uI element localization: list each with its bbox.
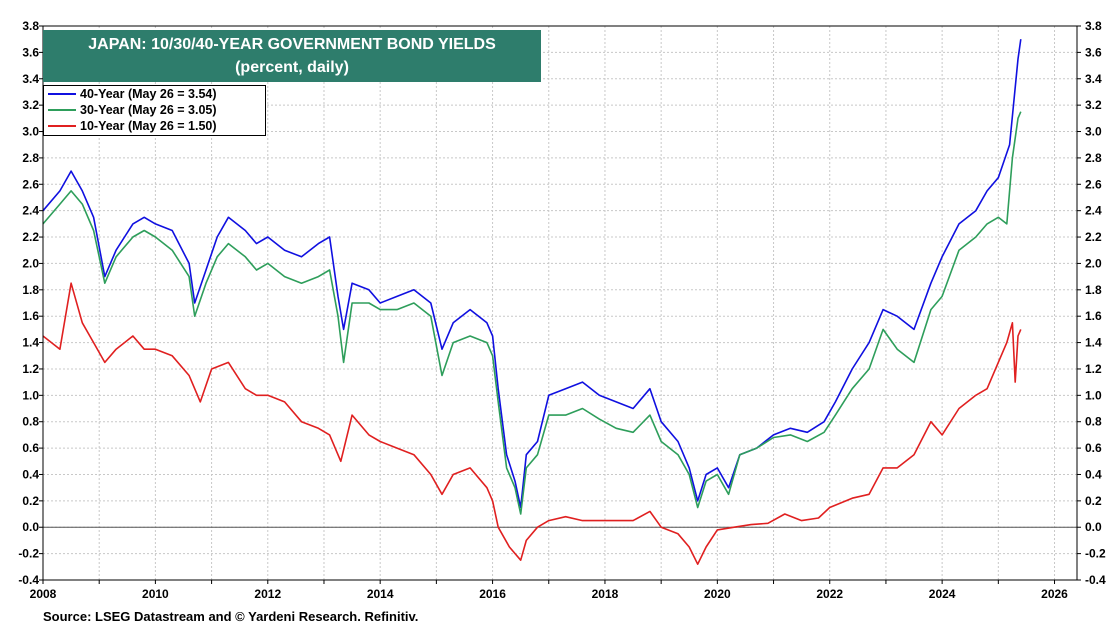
legend-swatch-10-year <box>48 125 76 127</box>
series-line-2 <box>42 282 1022 565</box>
y-tick-label-right: 0.0 <box>1085 520 1102 534</box>
y-tick-label-right: 0.8 <box>1085 415 1102 429</box>
legend-swatch-40-year <box>48 93 76 95</box>
y-tick-label-right: 3.0 <box>1085 125 1102 139</box>
y-tick-label-left: 2.6 <box>22 177 39 191</box>
x-tick-label: 2012 <box>254 587 281 601</box>
y-tick-label-right: 0.4 <box>1085 467 1102 481</box>
y-tick-label-left: 3.8 <box>22 19 39 33</box>
y-tick-label-left: 1.2 <box>22 362 39 376</box>
y-tick-label-left: 0.4 <box>22 467 39 481</box>
y-tick-label-left: 1.8 <box>22 283 39 297</box>
y-axis-left-ticks: -0.4 -0.2 0.0 0.2 0.4 0.6 0.8 1.0 1.2 1.4 1.6 1.8 2.… <box>18 19 43 587</box>
y-tick-label-right: 3.8 <box>1085 19 1102 33</box>
series-line-0 <box>42 39 1022 509</box>
y-tick-label-left: 0.2 <box>22 494 39 508</box>
legend: 40-Year (May 26 = 3.54) 30-Year (May 26 … <box>43 85 266 136</box>
y-tick-label-right: 1.4 <box>1085 336 1102 350</box>
legend-label-30-year: 30-Year (May 26 = 3.05) <box>80 103 217 117</box>
x-tick-label: 2016 <box>479 587 506 601</box>
x-tick-label: 2026 <box>1041 587 1068 601</box>
y-tick-label-left: 1.4 <box>22 336 39 350</box>
y-tick-label-left: 0.6 <box>22 441 39 455</box>
x-tick-label: 2022 <box>816 587 843 601</box>
y-tick-label-left: 1.0 <box>22 388 39 402</box>
y-tick-label-left: 1.6 <box>22 309 39 323</box>
y-axis-right-ticks: -0.4 -0.2 0.0 0.2 0.4 0.6 0.8 1.0 1.2 1.4 1.6 1.8 2.… <box>1077 19 1106 587</box>
y-tick-label-right: 3.6 <box>1085 45 1102 59</box>
y-tick-label-left: 0.8 <box>22 415 39 429</box>
x-tick-label: 2024 <box>929 587 956 601</box>
y-tick-label-right: 1.8 <box>1085 283 1102 297</box>
legend-item-30-year: 30-Year (May 26 = 3.05) <box>44 102 265 118</box>
chart-title-box: JAPAN: 10/30/40-YEAR GOVERNMENT BOND YIE… <box>43 30 541 82</box>
y-tick-label-left: 3.0 <box>22 125 39 139</box>
y-tick-label-right: 1.0 <box>1085 388 1102 402</box>
y-tick-label-right: 1.6 <box>1085 309 1102 323</box>
y-tick-label-right: 2.2 <box>1085 230 1102 244</box>
x-axis-ticks: 2008 2010 2012 2014 2016 2018 2020 2022 2024 2026 <box>30 580 1068 601</box>
y-tick-label-left: 2.2 <box>22 230 39 244</box>
y-tick-label-right: 0.2 <box>1085 494 1102 508</box>
y-tick-label-left: 3.6 <box>22 45 39 59</box>
y-tick-label-right: 0.6 <box>1085 441 1102 455</box>
source-note: Source: LSEG Datastream and © Yardeni Re… <box>43 609 419 624</box>
series-line-1 <box>42 111 1022 515</box>
y-tick-label-right: -0.2 <box>1085 547 1106 561</box>
legend-item-40-year: 40-Year (May 26 = 3.54) <box>44 86 265 102</box>
y-tick-label-left: 3.4 <box>22 72 39 86</box>
y-tick-label-left: 2.4 <box>22 204 39 218</box>
series-lines <box>42 39 1022 565</box>
legend-item-10-year: 10-Year (May 26 = 1.50) <box>44 118 265 134</box>
y-tick-label-left: 3.2 <box>22 98 39 112</box>
y-tick-label-right: 1.2 <box>1085 362 1102 376</box>
x-tick-label: 2020 <box>704 587 731 601</box>
x-tick-label: 2010 <box>142 587 169 601</box>
plot-frame <box>42 25 1078 581</box>
plot-border <box>42 25 1078 581</box>
legend-label-40-year: 40-Year (May 26 = 3.54) <box>80 87 217 101</box>
y-tick-label-right: 2.4 <box>1085 204 1102 218</box>
chart-title: JAPAN: 10/30/40-YEAR GOVERNMENT BOND YIE… <box>88 36 496 53</box>
y-tick-label-right: 3.4 <box>1085 72 1102 86</box>
legend-label-10-year: 10-Year (May 26 = 1.50) <box>80 119 217 133</box>
x-tick-label: 2014 <box>367 587 394 601</box>
legend-swatch-30-year <box>48 109 76 111</box>
y-tick-label-left: 2.0 <box>22 256 39 270</box>
y-tick-label-right: 3.2 <box>1085 98 1102 112</box>
chart-subtitle: (percent, daily) <box>235 59 349 76</box>
y-tick-label-right: 2.0 <box>1085 256 1102 270</box>
y-tick-label-right: 2.6 <box>1085 177 1102 191</box>
y-tick-label-left: -0.2 <box>18 547 39 561</box>
y-tick-label-left: 2.8 <box>22 151 39 165</box>
y-tick-label-right: -0.4 <box>1085 573 1106 587</box>
y-tick-label-left: -0.4 <box>18 573 39 587</box>
y-tick-label-left: 0.0 <box>22 520 39 534</box>
x-tick-label: 2008 <box>30 587 57 601</box>
x-tick-label: 2018 <box>592 587 619 601</box>
y-tick-label-right: 2.8 <box>1085 151 1102 165</box>
